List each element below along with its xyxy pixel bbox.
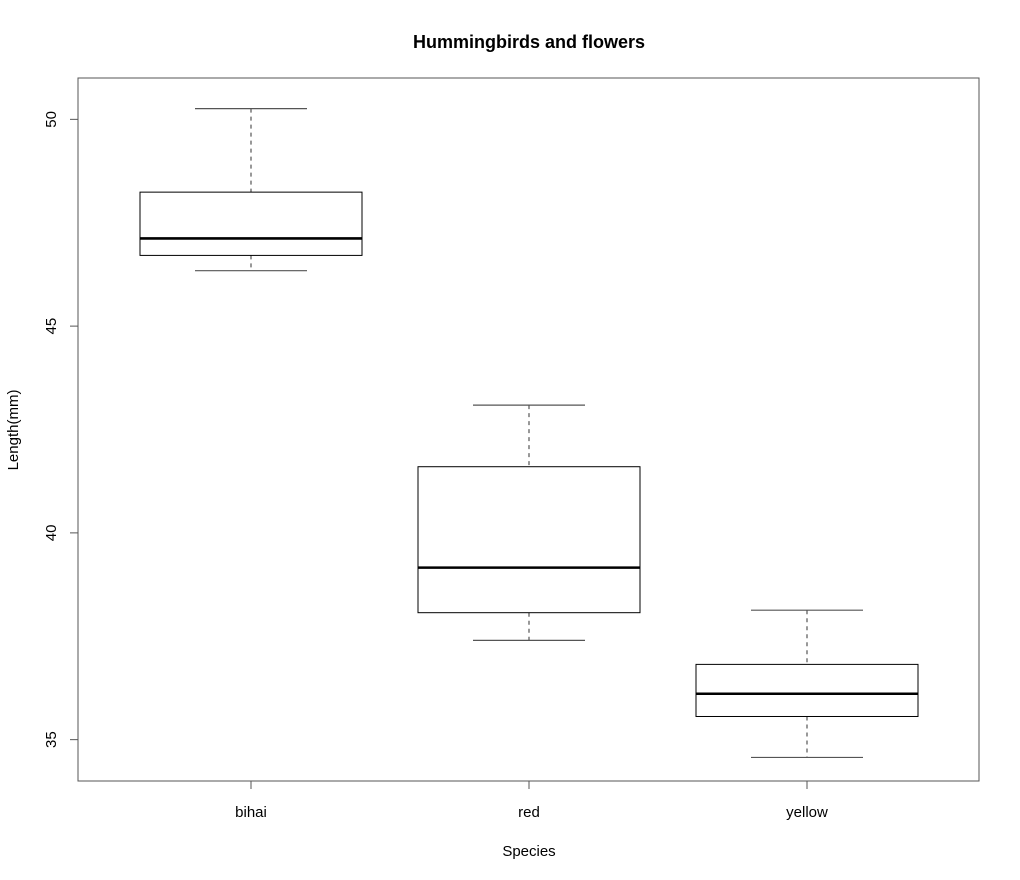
box-red xyxy=(417,404,641,642)
x-tick-label: red xyxy=(518,804,540,821)
iqr-box xyxy=(417,466,641,614)
box-yellow xyxy=(695,609,919,759)
x-axis-label: Species xyxy=(502,843,555,860)
y-tick-label: 50 xyxy=(43,111,60,128)
y-axis-label: Length(mm) xyxy=(5,390,22,471)
y-tick-label: 45 xyxy=(43,318,60,335)
iqr-box xyxy=(139,191,363,256)
boxes xyxy=(139,108,919,759)
chart-title: Hummingbirds and flowers xyxy=(413,32,645,52)
x-tick-label: yellow xyxy=(786,804,828,821)
y-axis: 35 40 45 50 xyxy=(43,111,78,748)
x-tick-label: bihai xyxy=(235,804,267,821)
iqr-box xyxy=(695,663,919,717)
y-tick-label: 40 xyxy=(43,525,60,542)
y-tick-label: 35 xyxy=(43,731,60,748)
box-bihai xyxy=(139,108,363,272)
x-axis: bihai red yellow xyxy=(235,781,828,821)
